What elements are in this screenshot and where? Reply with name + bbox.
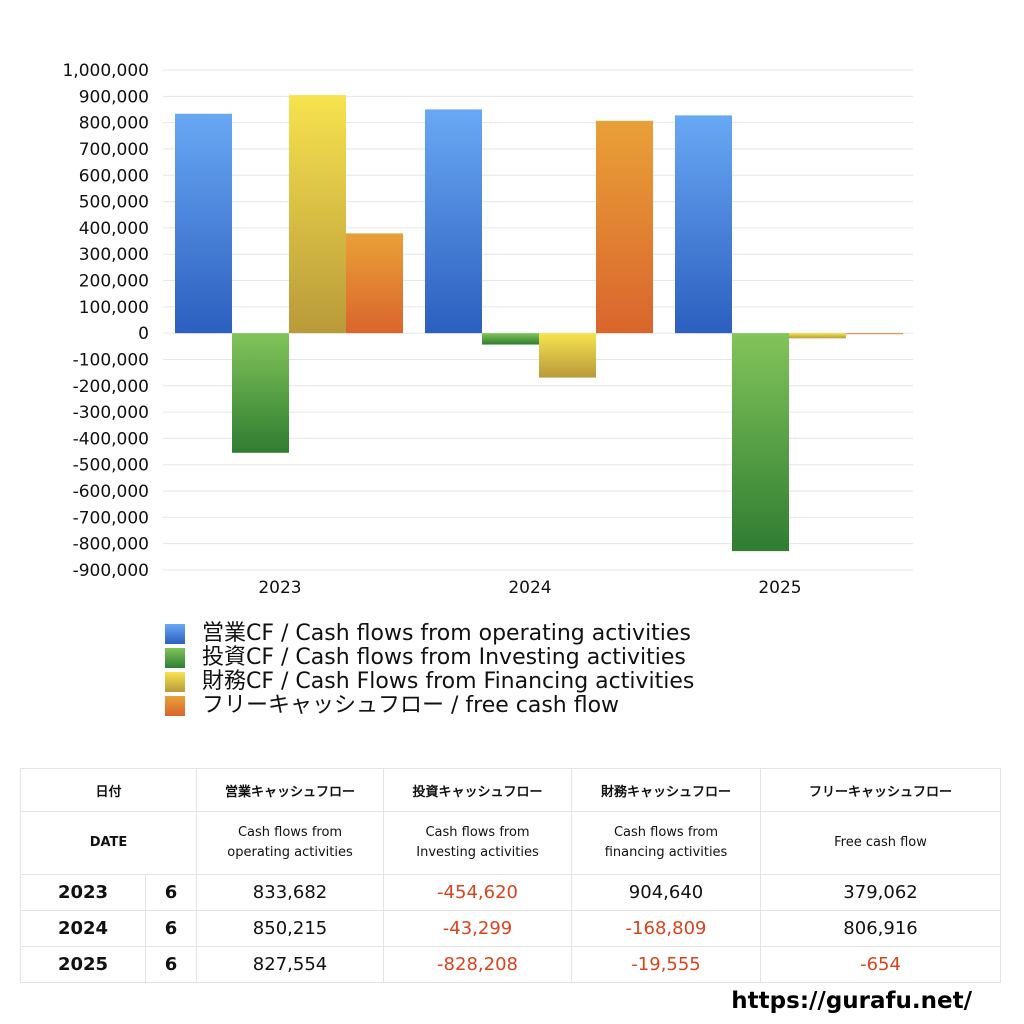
row-free: 379,062 bbox=[760, 874, 1002, 911]
y-tick-label: 1,000,000 bbox=[62, 61, 149, 81]
header-investing-en: Cash flows from Investing activities bbox=[383, 811, 573, 875]
table-header-en: DATE Cash flows from operating activities… bbox=[19, 811, 1002, 875]
x-axis: 2023 2024 2025 bbox=[258, 578, 801, 598]
header-date-jp: 日付 bbox=[19, 768, 198, 812]
y-tick-label: -700,000 bbox=[73, 508, 149, 528]
y-axis: 1,000,000 900,000 800,000 700,000 600,000 500… bbox=[62, 61, 149, 581]
header-date-en: DATE bbox=[19, 811, 198, 875]
header-financing-en-line1: Cash flows from bbox=[613, 825, 719, 840]
header-operating-en-line1: Cash flows from bbox=[237, 825, 343, 840]
row-month: 6 bbox=[144, 910, 198, 947]
y-tick-label: 100,000 bbox=[79, 298, 149, 318]
row-financing: 904,640 bbox=[571, 874, 762, 911]
row-month: 6 bbox=[144, 874, 198, 911]
bar-2023-series-0 bbox=[175, 113, 232, 334]
legend: 営業CF / Cash flows from operating activit… bbox=[165, 622, 694, 718]
y-tick-label: 0 bbox=[138, 324, 149, 344]
legend-label-financing: 財務CF / Cash Flows from Financing activit… bbox=[202, 669, 695, 694]
site-watermark: https://gurafu.net/ bbox=[731, 988, 972, 1014]
bar-2024-series-0 bbox=[425, 109, 482, 334]
legend-label-investing: 投資CF / Cash flows from Investing activit… bbox=[202, 645, 686, 670]
y-tick-label: 200,000 bbox=[79, 272, 149, 292]
bar-2025-series-0 bbox=[675, 115, 732, 334]
row-free: 806,916 bbox=[760, 910, 1002, 947]
legend-label-operating: 営業CF / Cash flows from operating activit… bbox=[202, 621, 691, 646]
header-free-jp: フリーキャッシュフロー bbox=[760, 768, 1002, 812]
y-tick-label: -300,000 bbox=[73, 403, 149, 423]
legend-item-investing: 投資CF / Cash flows from Investing activit… bbox=[165, 646, 694, 670]
x-tick-label: 2025 bbox=[758, 578, 801, 598]
legend-swatch-investing bbox=[165, 648, 185, 668]
header-operating-en: Cash flows from operating activities bbox=[196, 811, 385, 875]
row-year: 2024 bbox=[20, 910, 146, 947]
legend-item-operating: 営業CF / Cash flows from operating activit… bbox=[165, 622, 694, 646]
y-tick-label: -600,000 bbox=[73, 482, 149, 502]
row-operating: 833,682 bbox=[196, 874, 385, 911]
grid-lines bbox=[163, 69, 913, 571]
row-operating: 827,554 bbox=[196, 946, 385, 983]
legend-label-free-cash-flow: フリーキャッシュフロー / free cash flow bbox=[202, 693, 620, 718]
x-tick-label: 2024 bbox=[508, 578, 551, 598]
header-investing-en-line2: Investing activities bbox=[416, 845, 539, 860]
bar-2024-series-1 bbox=[482, 333, 539, 345]
header-financing-en-line2: financing activities bbox=[604, 845, 728, 860]
y-tick-label: 800,000 bbox=[79, 114, 149, 134]
bar-2024-series-3 bbox=[596, 120, 653, 334]
row-year: 2023 bbox=[20, 874, 146, 911]
bar-2023-series-1 bbox=[232, 333, 289, 453]
bar-2023-series-2 bbox=[289, 95, 346, 334]
cash-flow-table: 日付 営業キャッシュフロー 投資キャッシュフロー 財務キャッシュフロー フリーキ… bbox=[19, 768, 1002, 983]
y-tick-label: -400,000 bbox=[73, 429, 149, 449]
bar-2025-series-1 bbox=[732, 333, 789, 552]
header-investing-en-line1: Cash flows from bbox=[425, 825, 530, 840]
y-tick-label: -500,000 bbox=[73, 456, 149, 476]
row-month: 6 bbox=[144, 946, 198, 983]
y-tick-label: 700,000 bbox=[79, 140, 149, 160]
table-row: 2025 6 827,554 -828,208 -19,555 -654 bbox=[20, 946, 1002, 983]
y-tick-label: -800,000 bbox=[73, 535, 149, 555]
legend-swatch-financing bbox=[165, 672, 185, 692]
y-tick-label: -200,000 bbox=[73, 377, 149, 397]
bar-2023-series-3 bbox=[346, 233, 403, 334]
row-operating: 850,215 bbox=[196, 910, 385, 947]
header-free-en: Free cash flow bbox=[760, 811, 1002, 875]
header-investing-jp: 投資キャッシュフロー bbox=[383, 768, 573, 812]
row-investing: -828,208 bbox=[383, 946, 573, 983]
legend-swatch-operating bbox=[165, 624, 185, 644]
legend-swatch-free-cash-flow bbox=[165, 696, 185, 716]
y-tick-label: -100,000 bbox=[73, 350, 149, 370]
cash-flow-bar-chart: 1,000,000 900,000 800,000 700,000 600,000 500… bbox=[62, 61, 913, 598]
bars bbox=[175, 95, 903, 552]
bar-2025-series-2 bbox=[789, 333, 846, 339]
table-row: 2024 6 850,215 -43,299 -168,809 806,916 bbox=[20, 910, 1002, 947]
legend-item-financing: 財務CF / Cash Flows from Financing activit… bbox=[165, 670, 694, 694]
header-financing-en: Cash flows from financing activities bbox=[571, 811, 762, 875]
y-tick-label: 300,000 bbox=[79, 245, 149, 265]
y-tick-label: 900,000 bbox=[79, 87, 149, 107]
y-tick-label: -900,000 bbox=[73, 561, 149, 581]
y-tick-label: 600,000 bbox=[79, 166, 149, 186]
header-operating-en-line2: operating activities bbox=[227, 845, 353, 860]
y-tick-label: 400,000 bbox=[79, 219, 149, 239]
y-tick-label: 500,000 bbox=[79, 193, 149, 213]
row-financing: -168,809 bbox=[571, 910, 762, 947]
row-financing: -19,555 bbox=[571, 946, 762, 983]
bar-2025-series-3 bbox=[846, 333, 903, 335]
row-free: -654 bbox=[760, 946, 1002, 983]
row-investing: -43,299 bbox=[383, 910, 573, 947]
row-year: 2025 bbox=[20, 946, 146, 983]
bar-2024-series-2 bbox=[539, 333, 596, 378]
header-financing-jp: 財務キャッシュフロー bbox=[571, 768, 762, 812]
row-investing: -454,620 bbox=[383, 874, 573, 911]
table-header-jp: 日付 営業キャッシュフロー 投資キャッシュフロー 財務キャッシュフロー フリーキ… bbox=[19, 768, 1002, 812]
legend-item-free-cash-flow: フリーキャッシュフロー / free cash flow bbox=[165, 694, 694, 718]
table-row: 2023 6 833,682 -454,620 904,640 379,062 bbox=[20, 874, 1002, 911]
x-tick-label: 2023 bbox=[258, 578, 301, 598]
header-operating-jp: 営業キャッシュフロー bbox=[196, 768, 385, 812]
